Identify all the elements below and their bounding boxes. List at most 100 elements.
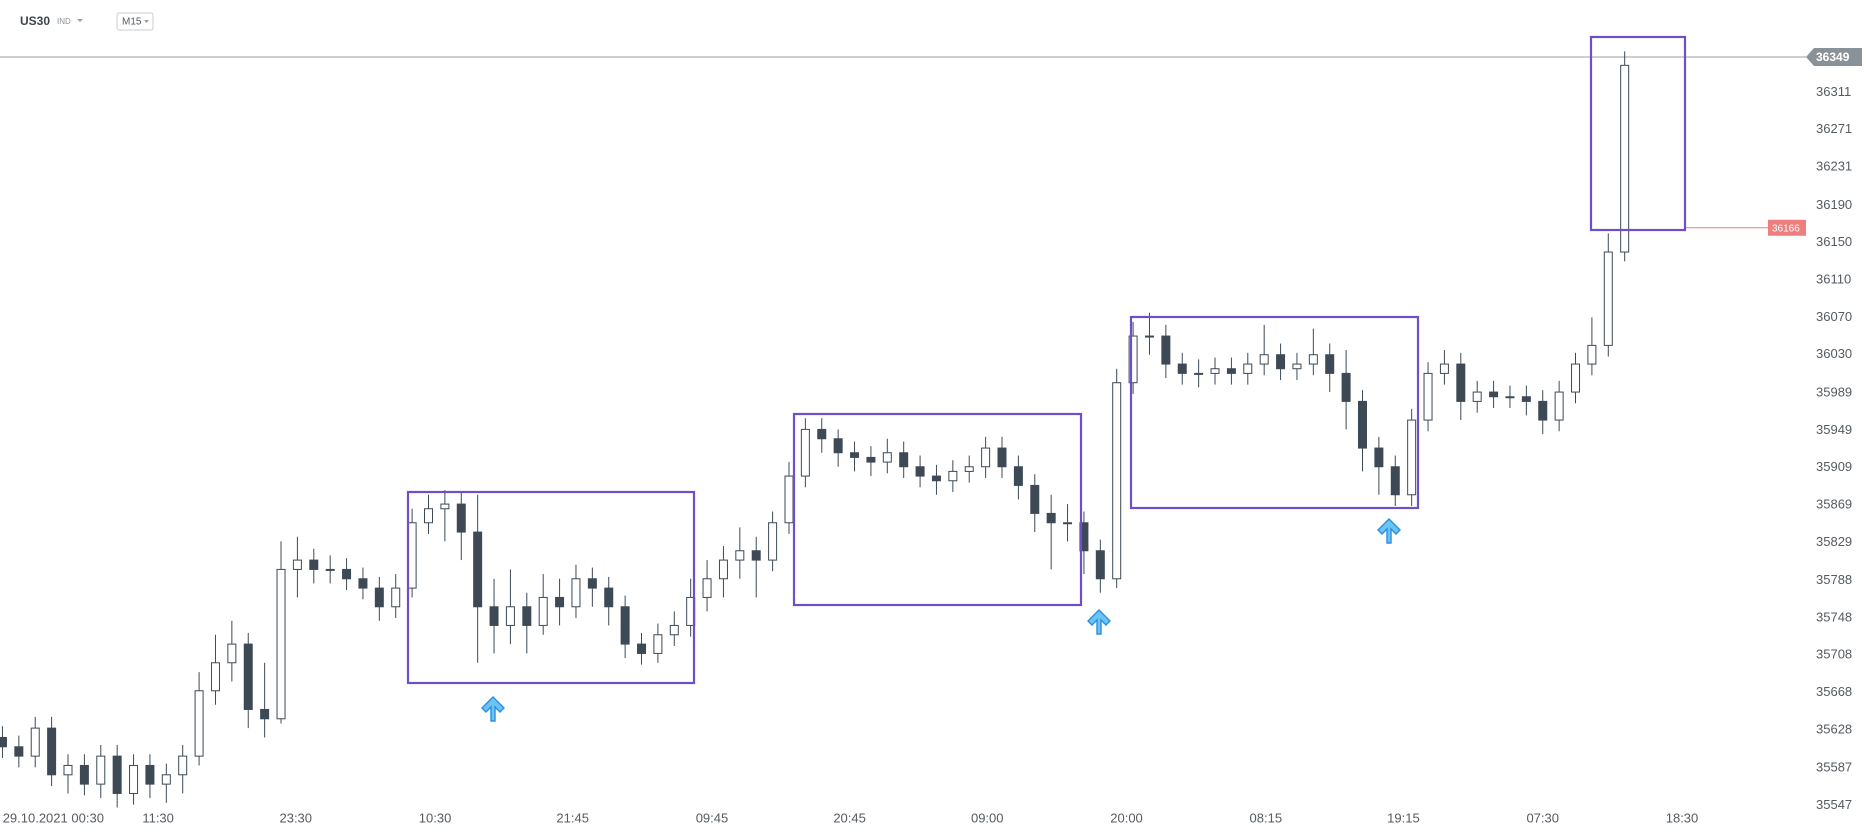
candle-body [440,503,450,510]
y-tick-label: 36110 [1816,271,1851,286]
candle-body [1276,354,1286,370]
candle-body [178,755,188,776]
range-box [1589,35,1687,232]
candle-body [1030,484,1040,514]
candle-body [751,550,761,561]
candle-body [931,475,941,482]
candle-body [637,643,647,654]
candle-body [129,764,139,794]
candle-body [948,470,958,482]
last-price-label-bg [1806,47,1862,66]
candle-body [14,746,24,757]
candle-body [997,447,1007,468]
y-tick-label: 35547 [1816,797,1852,812]
level-label: 36166 [1772,223,1800,234]
candle-body [325,568,335,571]
candle-body [1423,372,1433,421]
x-tick-label: 18:30 [1666,810,1699,825]
candle-body [1144,335,1154,338]
x-tick-label: 29.10.2021 [3,810,68,825]
candle-body [1046,512,1056,524]
x-tick-label: 20:00 [1110,810,1143,825]
y-tick-label: 35668 [1816,684,1852,699]
market-dropdown[interactable] [77,19,83,22]
candle-body [1177,363,1187,374]
candle-body [1308,354,1318,365]
candle-body [1554,391,1564,421]
symbol: US30 [20,14,50,28]
x-tick-label: 00:30 [71,810,104,825]
candle-body [0,736,7,748]
candle-body [456,503,466,533]
candle-body [423,508,433,524]
plot: 35547 35587 35628 35668 35708 35748 35788 35829… [0,47,1862,825]
y-tick-label: 35829 [1816,534,1852,549]
x-tick-label: 08:15 [1250,810,1283,825]
up-arrow [481,696,505,722]
candle-body [899,452,909,468]
candle-body [358,578,368,589]
candle-body [1505,396,1515,399]
x-tick-label: 23:30 [279,810,312,825]
candle-body [882,452,892,463]
candle-body [1063,522,1073,525]
candle-body [473,531,483,608]
candle-body [505,606,515,626]
candle-body [194,690,204,757]
candle-body [79,764,89,785]
up-arrow [1087,609,1111,635]
candle-body [145,764,155,785]
candle-body [538,596,548,626]
candle-body [587,578,597,589]
x-tick-label: 10:30 [419,810,452,825]
candle-body [653,634,663,654]
interval: M15 [122,17,142,28]
candle-body [342,568,352,580]
y-tick-label: 36030 [1816,346,1852,361]
candle-body [112,755,122,794]
x-tick-label: 21:45 [556,810,589,825]
y-tick-label: 36231 [1816,159,1852,174]
candle-body [374,587,384,608]
y-tick-label: 35788 [1816,572,1852,587]
x-tick-label: 09:45 [696,810,729,825]
candle-body [784,475,794,524]
candle-body [1538,400,1548,421]
candle-body [1259,354,1269,365]
y-tick-label: 36190 [1816,197,1852,212]
candle-body [161,774,171,785]
x-tick-label: 19:15 [1387,810,1420,825]
y-tick-label: 35989 [1816,384,1852,399]
candle-body [407,522,417,589]
candle-body [669,624,679,636]
y-tick-label: 36070 [1816,309,1852,324]
arrows [481,518,1401,722]
candle-body [1489,391,1499,398]
y-tick-label: 35869 [1816,496,1852,511]
candle-body [1390,466,1400,496]
candle-body [1472,391,1482,402]
drawings [406,35,1687,685]
candle-body [47,727,57,776]
candle-body [243,643,253,710]
y-tick-label: 36311 [1816,84,1851,99]
range-box [406,490,696,685]
x-tick-label: 07:30 [1526,810,1559,825]
candle-body [915,466,925,477]
interval-button[interactable] [116,12,154,31]
last-price-label: 36349 [1816,50,1850,64]
candle-body [391,587,401,608]
y-tick-label: 35628 [1816,721,1852,736]
x-tick-label: 09:00 [971,810,1004,825]
candle-body [981,447,991,468]
candle-body [1194,372,1204,375]
candle-body [1374,447,1384,468]
candle-body [30,727,40,757]
candle-body [571,578,581,608]
candle-body [1095,550,1105,580]
candle-body [1439,363,1449,374]
candle-body [735,550,745,561]
x-tick-label: 11:30 [142,810,174,825]
candle-body [1226,368,1236,374]
